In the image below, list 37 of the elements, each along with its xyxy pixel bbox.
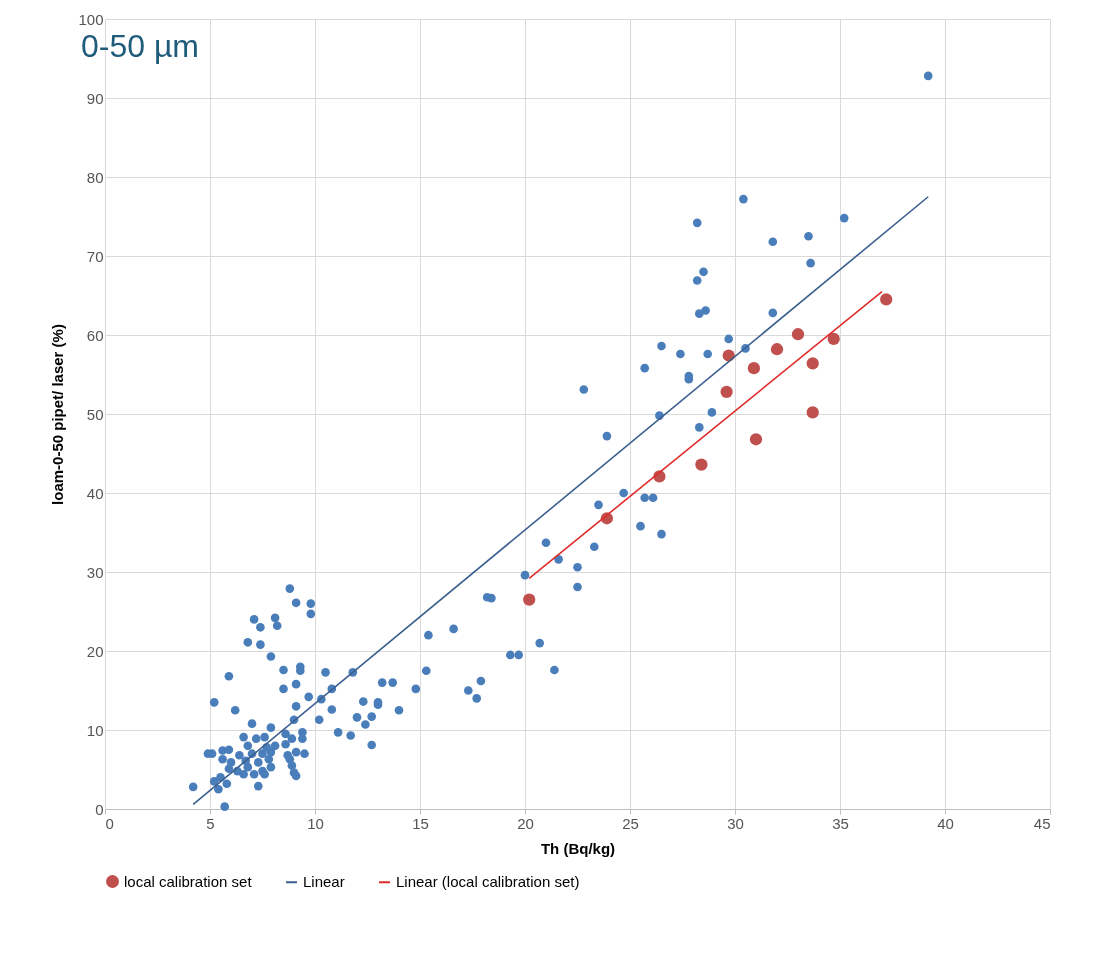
legend-label: Linear [303,873,345,891]
y-tick-label: 20 [86,642,104,660]
y-tick-label: 40 [86,484,104,502]
x-tick-label: 25 [622,814,639,832]
point [827,332,840,346]
y-tick-label: 80 [86,168,104,186]
x-axis-title: Th (Bq/kg) [540,839,616,857]
y-tick-label: 0 [95,800,104,818]
x-tick-label: 5 [206,814,215,832]
point [523,593,536,606]
point [806,406,819,419]
legend-label: local calibration set [124,872,253,890]
y-tick-label: 30 [86,563,104,581]
point [880,293,893,306]
y-tick-label: 100 [78,10,104,28]
y-tick-label: 90 [86,89,104,107]
y-tick-label: 70 [86,247,104,265]
x-tick-label: 20 [517,814,534,832]
x-tick-label: 30 [727,814,744,832]
x-tick-label: 10 [307,814,324,832]
legend-label: Linear (local calibration set) [396,873,580,891]
point [770,343,784,356]
point [806,357,819,370]
point [791,328,805,341]
point [695,458,708,471]
y-axis-title: loam-0-50 pipet/ laser (%) [49,324,67,505]
y-tick-label: 50 [86,405,104,423]
chart-title: 0-50 µm [80,28,199,64]
x-tick-label: 15 [412,814,429,832]
point [720,385,733,398]
x-tick-label: 40 [937,814,954,832]
x-tick-label: 45 [1033,814,1051,832]
y-tick-label: 10 [86,721,104,739]
point [747,362,761,375]
x-tick-label: 35 [832,814,849,832]
point [749,433,763,446]
y-tick-label: 60 [86,326,104,344]
